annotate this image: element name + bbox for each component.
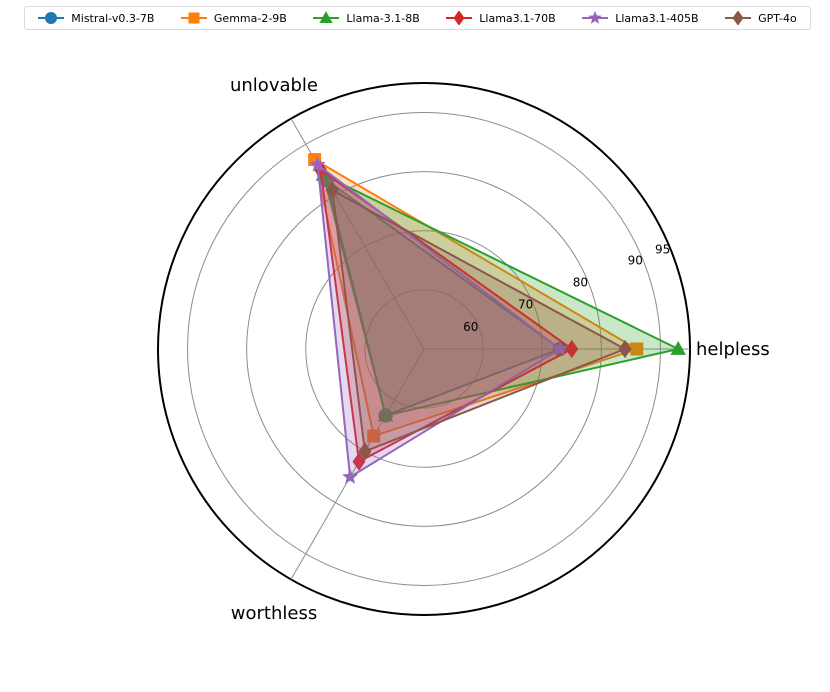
axis-category-label: worthless bbox=[231, 603, 317, 624]
legend-label: Llama3.1-70B bbox=[479, 11, 556, 25]
legend-label: Llama-3.1-8B bbox=[346, 11, 420, 25]
legend-marker-icon bbox=[188, 12, 200, 24]
legend-label: Llama3.1-405B bbox=[615, 11, 699, 25]
series-area bbox=[313, 158, 638, 438]
legend-marker-icon bbox=[319, 11, 333, 23]
legend-item: Mistral-v0.3-7B bbox=[38, 11, 154, 25]
legend-marker-icon bbox=[45, 11, 58, 25]
grid-layer bbox=[157, 82, 691, 616]
data-point-marker bbox=[325, 181, 339, 200]
radial-tick-label: 60 bbox=[463, 320, 478, 334]
legend-swatch-icon bbox=[313, 11, 340, 23]
legend-label: GPT-4o bbox=[758, 11, 797, 25]
legend-swatch-icon bbox=[180, 12, 207, 24]
series-area bbox=[316, 163, 561, 478]
label-layer: 60 70 80 90 95 helpless unlovable worthless bbox=[230, 75, 770, 624]
data-point-marker bbox=[342, 468, 359, 484]
data-point-marker bbox=[352, 452, 366, 471]
legend-swatch-icon bbox=[582, 11, 609, 24]
chart-legend: Mistral-v0.3-7B Gemma-2-9B Llama-3.1-8B Lla… bbox=[24, 6, 811, 30]
axis-category-label: unlovable bbox=[230, 75, 318, 96]
data-point-marker bbox=[309, 156, 326, 172]
legend-swatch-icon bbox=[38, 11, 65, 25]
legend-item: GPT-4o bbox=[725, 11, 797, 25]
data-point-marker bbox=[377, 407, 394, 422]
axis-category-label: helpless bbox=[696, 339, 770, 360]
series-area bbox=[331, 189, 626, 453]
data-point-marker bbox=[367, 429, 381, 443]
legend-marker-icon bbox=[732, 11, 744, 25]
legend-item: Llama3.1-405B bbox=[582, 11, 699, 25]
legend-item: Llama-3.1-8B bbox=[313, 11, 420, 25]
data-point-marker bbox=[551, 340, 568, 356]
legend-marker-icon bbox=[453, 11, 465, 25]
radial-tick-label: 95 bbox=[655, 242, 670, 256]
legend-item: Llama3.1-70B bbox=[446, 11, 556, 25]
radial-tick-label: 70 bbox=[518, 298, 533, 312]
data-point-marker bbox=[670, 340, 686, 355]
data-point-marker bbox=[630, 342, 644, 356]
series-area bbox=[319, 168, 573, 463]
legend-label: Mistral-v0.3-7B bbox=[71, 11, 155, 25]
series-layer bbox=[308, 153, 686, 484]
legend-swatch-icon bbox=[446, 11, 473, 25]
legend-item: Gemma-2-9B bbox=[180, 11, 287, 25]
radial-tick-label: 90 bbox=[628, 253, 643, 267]
legend-swatch-icon bbox=[725, 11, 752, 25]
radial-tick-label: 80 bbox=[573, 276, 588, 290]
data-point-marker bbox=[618, 339, 632, 359]
data-point-marker bbox=[358, 442, 372, 461]
data-point-marker bbox=[565, 339, 579, 359]
legend-label: Gemma-2-9B bbox=[213, 11, 287, 25]
legend-marker-icon bbox=[588, 11, 603, 24]
